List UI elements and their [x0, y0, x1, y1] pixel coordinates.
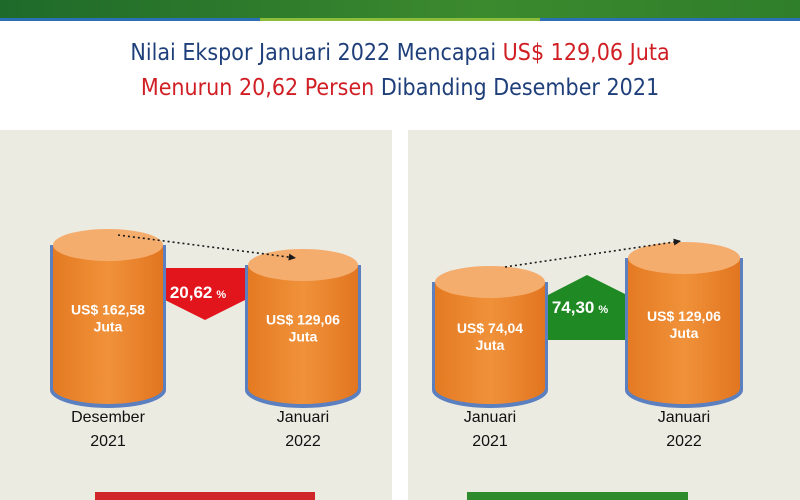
caption: 2022: [285, 433, 321, 450]
top-banner: [0, 0, 800, 18]
cylinder-body: [53, 245, 163, 404]
footer-bar: [95, 492, 315, 500]
footer-bar: [467, 492, 688, 500]
badge-label: 20,62%: [170, 283, 227, 302]
badge-down: [165, 268, 245, 320]
badge-value: 74,30: [552, 298, 595, 317]
title-line: Nilai Ekspor Januari 2022 Mencapai US$ 1…: [130, 40, 669, 66]
arrow-head: [673, 238, 681, 246]
title-text: Nilai Ekspor Januari 2022 Mencapai: [130, 40, 502, 66]
caption: Januari: [277, 409, 329, 426]
cylinder-unit: Juta: [94, 319, 123, 335]
cylinder-value: US$ 162,58: [71, 302, 145, 318]
cylinder-value: US$ 129,06: [266, 312, 340, 328]
cylinder-unit: Juta: [289, 329, 318, 345]
cylinder-body: [248, 265, 358, 404]
cylinder-body: [628, 258, 740, 404]
caption: 2022: [666, 433, 702, 450]
banner-stripe: [260, 18, 540, 21]
title-line: Menurun 20,62 Persen Dibanding Desember …: [141, 75, 659, 101]
caption: Desember: [71, 409, 145, 426]
caption: Januari: [464, 409, 516, 426]
cylinder-body: [435, 282, 545, 404]
badge-label: 74,30%: [552, 298, 609, 317]
cylinder-unit: Juta: [670, 325, 699, 341]
cylinder-value: US$ 129,06: [647, 308, 721, 324]
badge-value: 20,62: [170, 283, 213, 302]
caption: 2021: [90, 433, 126, 450]
banner-stripe: [540, 18, 800, 21]
title-highlight: US$ 129,06 Juta: [503, 40, 670, 66]
title-highlight: Menurun 20,62 Persen: [141, 75, 374, 101]
cylinder-unit: Juta: [476, 337, 505, 353]
cylinder-value: US$ 74,04: [457, 320, 523, 336]
cylinder-top: [435, 266, 545, 298]
banner-stripe: [0, 18, 260, 21]
caption: 2021: [472, 433, 508, 450]
badge-unit: %: [216, 289, 226, 301]
caption: Januari: [658, 409, 710, 426]
cylinder-top: [248, 249, 358, 281]
cylinder-top: [53, 229, 163, 261]
cylinder-top: [628, 242, 740, 274]
arrow-head: [288, 253, 296, 261]
title-text: Dibanding Desember 2021: [374, 75, 659, 101]
badge-up: [548, 275, 627, 340]
badge-unit: %: [598, 304, 608, 316]
